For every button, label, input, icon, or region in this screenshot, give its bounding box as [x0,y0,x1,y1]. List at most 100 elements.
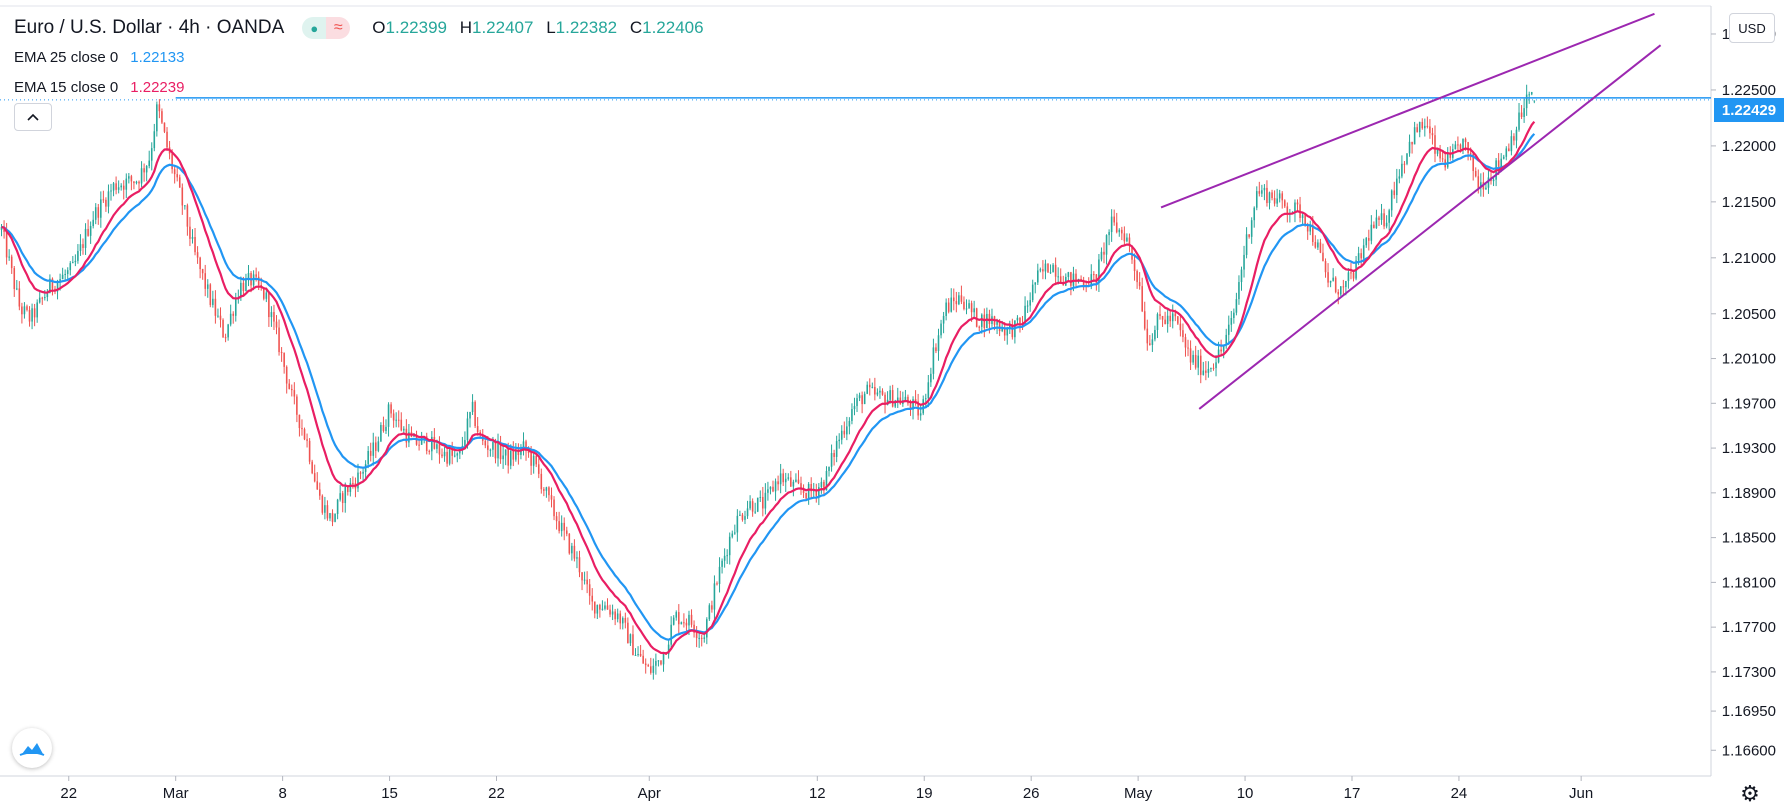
candle-body [879,390,881,393]
candle-body [217,315,219,317]
candle-body [1199,355,1202,375]
indicator-ema15[interactable]: EMA 15 close 0 1.22239 [14,72,712,102]
candle-body [1396,178,1398,196]
candle-body [894,400,897,407]
candle-body [1044,263,1047,272]
candle-body [1533,100,1536,102]
candle-body [1370,224,1373,241]
candle-body [1418,121,1421,133]
tradingview-logo-button[interactable] [12,728,52,768]
candle-body [1059,276,1062,283]
candle-body [884,394,886,406]
candle-body [823,481,825,491]
candle-body [31,308,33,322]
candle-body [194,237,196,253]
low-label: L [546,18,556,37]
candle-body [308,440,311,462]
candle-body [927,382,930,399]
candle-body [1380,213,1383,220]
dot-icon[interactable]: ● [302,17,327,39]
candle-body [509,450,512,466]
candle-body [102,199,105,201]
candle-body [1492,179,1495,182]
candle-body [1011,323,1014,338]
settings-gear-icon[interactable]: ⚙ [1740,781,1760,806]
candle-body [688,614,690,626]
candle-body [1098,259,1100,283]
candle-body [558,521,560,532]
candle-body [741,514,744,520]
candle-body [935,347,937,352]
candle-body [1100,251,1103,260]
candle-body [596,604,599,614]
candle-body [978,326,981,328]
candle-body [655,661,657,666]
candle-body [105,199,107,207]
candle-body [731,533,734,537]
candle-body [838,439,840,442]
close-value: 1.22406 [642,18,704,37]
candle-body [418,444,420,446]
candle-body [1360,253,1362,259]
candle-body [1227,324,1230,335]
candle-body [1164,319,1166,325]
candle-body [744,516,746,520]
candle-body [150,148,153,161]
candle-body [924,398,927,400]
candle-body [629,634,632,644]
candle-body [1283,200,1286,207]
candle-body [1197,355,1199,368]
candle-body [148,160,150,167]
candle-body [255,274,257,277]
candle-body [512,450,515,460]
candle-body [759,496,762,498]
candle-body [1508,148,1510,152]
y-tick-label: 1.18500 [1722,530,1776,547]
candle-body [621,618,624,624]
candle-body [28,309,31,322]
candle-body [10,256,13,269]
candle-body [326,505,329,519]
candle-body [487,445,489,450]
candle-body [428,450,431,452]
candle-body [937,335,940,352]
candle-body [1151,339,1154,345]
candle-body [275,321,278,328]
candle-body [1332,277,1334,281]
candle-body [156,104,158,132]
candle-body [986,313,988,328]
candle-body [56,282,59,292]
candle-body [1510,136,1513,152]
currency-button[interactable]: USD [1729,13,1775,43]
symbol-title[interactable]: Euro / U.S. Dollar · 4h · OANDA [14,17,285,38]
approx-icon[interactable]: ≈ [326,17,351,39]
candle-body [484,440,487,446]
candle-body [1082,280,1085,286]
collapse-legend-button[interactable] [14,103,52,131]
candle-body [306,439,308,441]
candle-body [1054,264,1057,277]
candle-body [377,441,380,451]
candle-body [82,244,84,248]
candle-body [143,168,145,173]
candle-body [438,444,441,455]
chart-toggle-pill[interactable]: ● ≈ [302,17,351,39]
candle-body [942,315,945,324]
candle-body [851,409,853,421]
candle-body [497,442,499,459]
candle-body [955,301,958,305]
candle-body [1515,129,1518,141]
candle-body [176,174,179,178]
candle-body [122,185,125,190]
candle-body [303,429,306,440]
indicator-ema25[interactable]: EMA 25 close 0 1.22133 [14,42,712,72]
candle-body [632,634,634,656]
candle-body [940,323,942,336]
candle-body [1309,224,1312,232]
candle-body [51,278,54,289]
candle-body [18,288,21,307]
chevron-up-icon [27,113,39,121]
y-tick-label: 1.17700 [1722,619,1776,636]
candle-body [958,295,960,305]
